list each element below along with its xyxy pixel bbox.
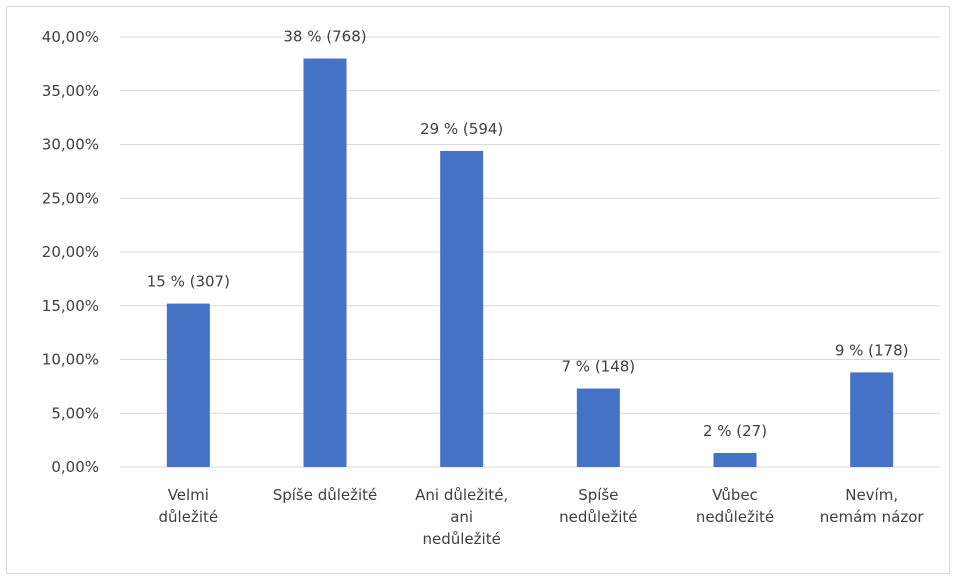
y-tick-label: 30,00%: [42, 136, 99, 154]
category-label: nemám názor: [820, 508, 925, 526]
y-tick-label: 35,00%: [42, 82, 99, 100]
y-axis-ticks: 0,00% 5,00% 10,00% 15,00% 20,00% 25,00% 30,00%…: [42, 28, 99, 476]
data-label: 7 % (148): [561, 358, 635, 376]
y-tick-label: 25,00%: [42, 189, 99, 207]
category-label: nedůležité: [423, 530, 501, 548]
category-label: nedůležité: [696, 508, 774, 526]
y-tick-label: 5,00%: [51, 404, 99, 422]
category-label: Spíše: [578, 486, 618, 504]
y-tick-label: 20,00%: [42, 243, 99, 261]
data-labels: 15 % (307) 38 % (768) 29 % (594) 7 % (148) 2…: [147, 28, 909, 441]
category-label: Velmi: [168, 486, 209, 504]
y-tick-label: 10,00%: [42, 351, 99, 369]
category-label: důležité: [159, 508, 219, 526]
gridlines: [120, 36, 940, 468]
bar: [713, 453, 757, 467]
data-label: 29 % (594): [420, 120, 503, 138]
bar: [303, 58, 347, 467]
category-label: nedůležité: [559, 508, 637, 526]
data-label: 38 % (768): [283, 28, 366, 46]
y-tick-label: 40,00%: [42, 28, 99, 46]
data-label: 2 % (27): [703, 422, 767, 440]
data-label: 9 % (178): [835, 341, 909, 359]
y-tick-label: 0,00%: [51, 458, 99, 476]
category-label: Vůbec: [712, 486, 758, 504]
category-label: ani: [450, 508, 473, 526]
category-label: Nevím,: [845, 486, 898, 504]
y-tick-label: 15,00%: [42, 297, 99, 315]
bars: [166, 58, 894, 467]
bar: [166, 303, 210, 467]
bar: [440, 150, 484, 467]
category-label: Spíše důležité: [273, 486, 378, 504]
bar: [850, 372, 894, 467]
data-label: 15 % (307): [147, 273, 230, 291]
bar: [576, 388, 620, 467]
category-label: Ani důležité,: [415, 486, 508, 504]
category-labels: Velmi důležité Spíše důležité Ani důležité,…: [159, 486, 925, 548]
